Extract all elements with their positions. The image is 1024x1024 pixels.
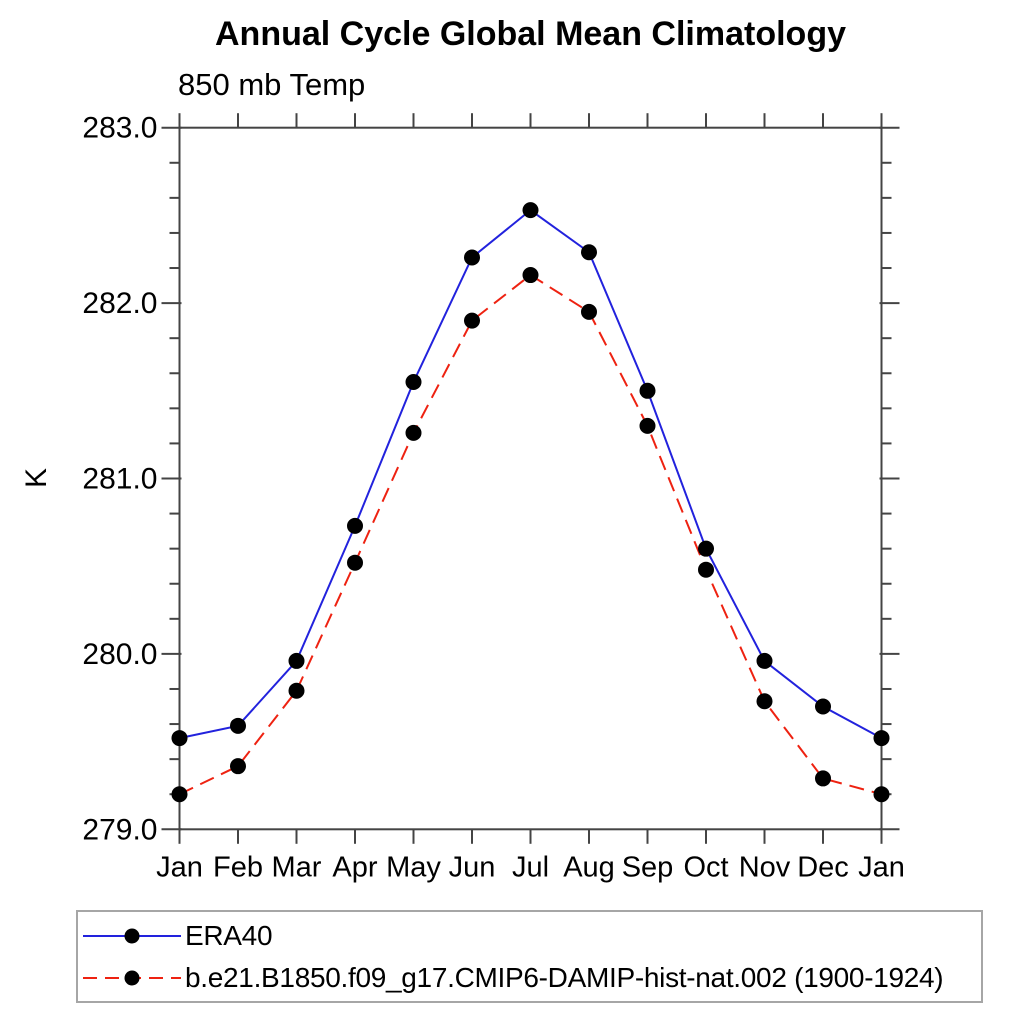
series-marker — [581, 244, 597, 261]
chart-title: Annual Cycle Global Mean Climatology — [215, 15, 846, 53]
series-lines — [179, 208, 882, 796]
x-axis-tick-label: Jun — [449, 851, 496, 883]
x-axis-tick-label: Sep — [622, 851, 674, 883]
chart-subtitle: 850 mb Temp — [178, 67, 366, 102]
series-marker — [698, 561, 714, 578]
y-axis-tick-label: 283.0 — [82, 112, 157, 145]
y-axis-tick-label: 279.0 — [82, 813, 157, 846]
legend-label-era40: ERA40 — [185, 920, 273, 951]
y-axis-tick-label: 282.0 — [82, 287, 157, 320]
x-axis-tick-label: Nov — [739, 851, 791, 883]
x-axis-tick-label: Jul — [512, 851, 549, 883]
series-marker — [288, 682, 305, 699]
plot-border — [178, 126, 883, 831]
x-axis-ticks — [178, 113, 883, 844]
series-marker — [347, 554, 363, 571]
series-marker — [405, 374, 422, 391]
series-marker — [639, 382, 656, 399]
x-axis-tick-label: Aug — [563, 851, 615, 883]
series-marker — [698, 540, 714, 557]
series-marker — [756, 652, 773, 669]
x-axis-tick-label: Feb — [213, 851, 263, 883]
series-marker — [639, 417, 656, 434]
y-axis-tick-label: 281.0 — [82, 463, 157, 496]
series-marker — [815, 770, 831, 787]
series-marker — [405, 424, 422, 441]
series-marker — [288, 652, 305, 669]
legend-label-model: b.e21.B1850.f09_g17.CMIP6-DAMIP-hist-nat… — [185, 962, 944, 993]
series-marker — [873, 730, 890, 747]
plot-frame — [178, 126, 883, 831]
series-marker — [581, 303, 597, 320]
legend: ERA40 b.e21.B1850.f09_g17.CMIP6-DAMIP-hi… — [76, 910, 983, 1003]
x-axis-tick-label: May — [386, 851, 441, 883]
series-marker — [464, 312, 480, 329]
series-marker — [230, 758, 246, 775]
y-axis-tick-label: 280.0 — [82, 638, 157, 671]
y-axis-tick-labels: 279.0 280.0 281.0 282.0 283.0 — [82, 112, 157, 847]
x-axis-tick-label: Jan — [858, 851, 905, 883]
series-markers — [171, 202, 890, 803]
y-axis-ticks — [161, 126, 900, 831]
series-marker — [873, 786, 890, 803]
x-axis-tick-label: Apr — [332, 851, 377, 883]
series-marker — [171, 786, 188, 803]
legend-row-era40: ERA40 — [82, 920, 273, 951]
series-marker — [347, 517, 363, 534]
legend-row-model: b.e21.B1850.f09_g17.CMIP6-DAMIP-hist-nat… — [82, 962, 944, 993]
series-marker — [815, 698, 831, 715]
series-marker — [464, 249, 480, 266]
x-axis-tick-labels: Jan Feb Mar Apr May Jun Jul Aug Sep Oct Nov Dec Jan — [156, 851, 905, 883]
x-axis-tick-label: Mar — [272, 851, 322, 883]
legend-line-sample-model — [83, 970, 181, 986]
x-axis-tick-label: Jan — [156, 851, 203, 883]
series-marker — [171, 730, 188, 747]
series-marker — [230, 717, 246, 734]
series-marker — [522, 202, 539, 219]
series-marker — [756, 693, 773, 710]
series-marker — [522, 267, 539, 284]
legend-line-sample-era40 — [83, 928, 181, 944]
series-line-1 — [179, 273, 882, 796]
series-line-0 — [179, 208, 882, 740]
x-axis-tick-label: Dec — [797, 851, 849, 883]
x-axis-tick-label: Oct — [683, 851, 728, 883]
